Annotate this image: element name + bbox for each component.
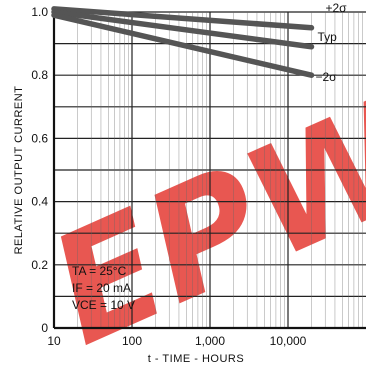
y-tick-label: 1.0 — [31, 5, 48, 19]
condition-ta: TA = 25°C — [72, 264, 127, 278]
series-line — [51, 6, 315, 31]
y-axis-title: RELATIVE OUTPUT CURRENT — [13, 86, 25, 255]
test-conditions: TA = 25°C IF = 20 mA VCE = 10 V — [72, 264, 135, 312]
series-label: +2σ — [325, 1, 347, 15]
condition-if: IF = 20 mA — [72, 281, 131, 295]
series-lines: +2σ Typ −2σ — [51, 1, 347, 84]
x-axis-title: t - TIME - HOURS — [148, 353, 244, 365]
condition-vce: VCE = 10 V — [72, 298, 135, 312]
series-line — [51, 12, 315, 78]
grid — [54, 11, 366, 328]
axes — [52, 10, 366, 330]
series-label: −2σ — [315, 70, 337, 84]
series-label: Typ — [317, 30, 337, 44]
x-tick-label: 10 — [47, 334, 61, 348]
x-tick-label: 10,000 — [270, 334, 307, 348]
y-tick-label: 0.8 — [31, 68, 48, 82]
y-tick-label: 0.2 — [31, 258, 48, 272]
watermark: EPW .com — [27, 0, 366, 372]
watermark-text: EPW .com — [27, 0, 366, 372]
y-tick-label: 0.4 — [31, 195, 48, 209]
tick-labels: 0 0.2 0.4 0.6 0.8 1.0 10 100 1,000 10,000 — [31, 5, 306, 348]
y-tick-label: 0.6 — [31, 131, 48, 145]
x-tick-label: 100 — [122, 334, 142, 348]
series-line — [51, 9, 315, 50]
y-tick-label: 0 — [41, 321, 48, 335]
x-tick-label: 1,000 — [195, 334, 225, 348]
